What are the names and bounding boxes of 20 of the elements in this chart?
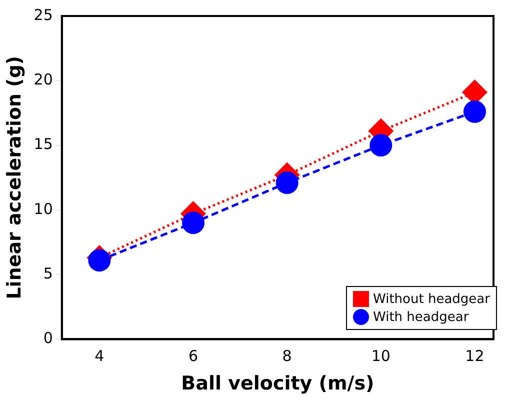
x-axis-title: Ball velocity (m/s) [181,372,374,395]
legend-label: With headgear [372,309,470,325]
x-tick-label: 6 [188,347,198,366]
x-tick-label: 4 [94,347,104,366]
point [463,100,486,123]
x-tick-label: 10 [371,347,390,366]
y-tick-label: 15 [34,135,53,154]
y-tick-label: 5 [43,264,53,282]
y-axis-title: Linear acceleration (g) [3,56,26,300]
y-tick-label: 10 [34,200,53,218]
x-tick-label: 8 [282,347,292,366]
point [370,134,392,157]
x-tick-label: 12 [465,347,484,366]
y-tick-label: 20 [34,70,53,89]
point [182,212,204,234]
point [276,172,298,194]
y-tick-label: 0 [43,329,53,348]
y-tick-label: 25 [34,6,53,24]
legend-label: Without headgear [372,291,490,307]
point [88,249,111,272]
